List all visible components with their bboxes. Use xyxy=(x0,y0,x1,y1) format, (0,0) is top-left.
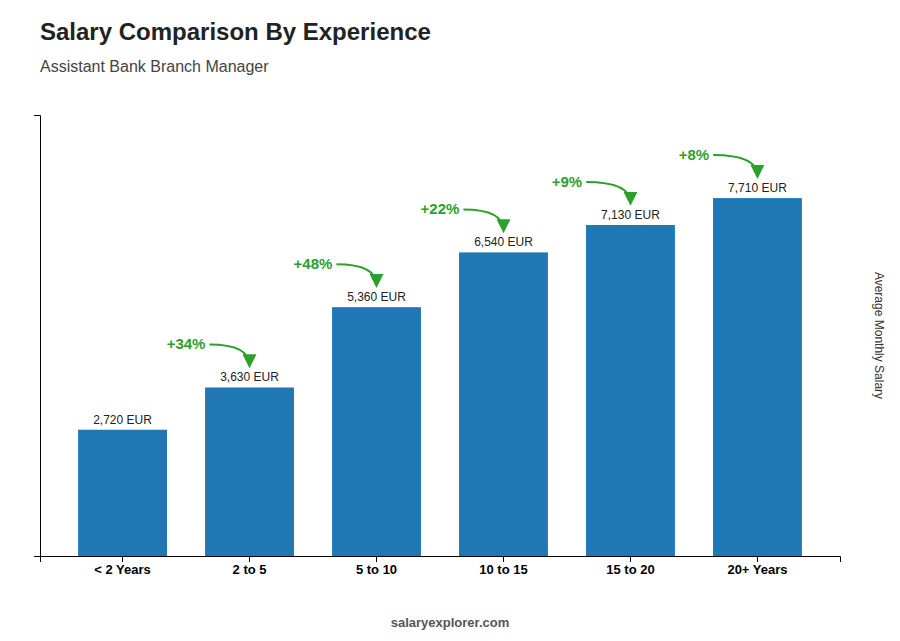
annotation: +9% xyxy=(552,173,582,190)
bars xyxy=(78,198,802,556)
x-tick-mark xyxy=(503,556,504,562)
x-tick-label: 10 to 15 xyxy=(479,562,527,577)
y-axis-line xyxy=(34,116,41,557)
x-tick-label: 15 to 20 xyxy=(606,562,654,577)
x-tick-mark xyxy=(630,556,631,562)
chart-svg: Salary Comparison By Experience Assistant… xyxy=(0,0,900,641)
annotation-arrow xyxy=(336,264,376,285)
annotation-arrow xyxy=(209,344,249,365)
title: Salary Comparison By Experience xyxy=(40,18,431,45)
bar xyxy=(586,225,675,556)
data-label: 5,360 EUR xyxy=(347,290,406,304)
x-tick: < 2 Years xyxy=(94,556,151,577)
data-labels: 2,720 EUR 3,630 EUR 5,360 EUR 6,540 EUR 7,13… xyxy=(93,181,787,427)
annotation: +22% xyxy=(421,200,460,217)
annotation: +34% xyxy=(167,335,206,352)
bar xyxy=(205,387,294,556)
bar xyxy=(459,252,548,556)
data-label: 7,130 EUR xyxy=(601,208,660,222)
y-axis-title: Average Monthly Salary xyxy=(872,272,886,399)
data-label: 2,720 EUR xyxy=(93,413,152,427)
x-tick-label: < 2 Years xyxy=(94,562,151,577)
x-tick-label: 5 to 10 xyxy=(356,562,397,577)
x-tick-label: 20+ Years xyxy=(727,562,787,577)
annotation-arrow xyxy=(463,209,503,230)
x-axis: < 2 Years 2 to 5 5 to 10 10 to 15 15 to 20 20… xyxy=(41,556,841,577)
x-tick: 5 to 10 xyxy=(356,556,397,577)
x-tick-label: 2 to 5 xyxy=(233,562,267,577)
data-label: 3,630 EUR xyxy=(220,370,279,384)
data-label: 7,710 EUR xyxy=(728,181,787,195)
x-tick: 10 to 15 xyxy=(479,556,527,577)
chart-container: Salary Comparison By Experience Assistant… xyxy=(0,0,900,641)
annotation-arrow xyxy=(586,182,630,203)
x-tick: 20+ Years xyxy=(727,556,787,577)
x-tick-mark xyxy=(376,556,377,562)
source: salaryexplorer.com xyxy=(391,615,510,630)
x-axis-line xyxy=(41,557,841,563)
x-tick-mark xyxy=(122,556,123,562)
annotation-arrow xyxy=(713,155,757,176)
subtitle: Assistant Bank Branch Manager xyxy=(40,58,269,75)
bar xyxy=(78,430,167,556)
y-axis xyxy=(34,116,41,557)
x-tick-mark xyxy=(757,556,758,562)
annotation: +8% xyxy=(679,146,709,163)
x-tick: 2 to 5 xyxy=(233,556,267,577)
x-tick-mark xyxy=(249,556,250,562)
annotations: +34% +48% +22% +9% +8% xyxy=(167,146,758,365)
plot-area: < 2 Years 2 to 5 5 to 10 10 to 15 15 to 20 20… xyxy=(34,116,841,578)
bar xyxy=(332,307,421,556)
annotation: +48% xyxy=(294,255,333,272)
x-tick: 15 to 20 xyxy=(606,556,654,577)
data-label: 6,540 EUR xyxy=(474,235,533,249)
bar xyxy=(713,198,802,556)
